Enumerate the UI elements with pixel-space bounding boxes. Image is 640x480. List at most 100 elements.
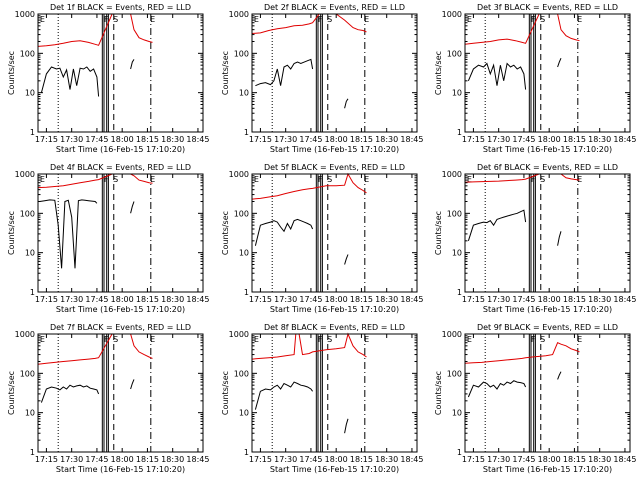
x-tick-label: 18:15 — [563, 295, 586, 304]
flag-label: S — [113, 15, 118, 24]
x-tick-label: 18:15 — [563, 455, 586, 464]
series-line-1 — [255, 58, 314, 87]
y-axis-label: Counts/sec — [434, 371, 443, 415]
flag-label: F — [531, 335, 536, 344]
flag-label: S — [540, 335, 545, 344]
series-line-3 — [344, 254, 349, 265]
x-axis-label: Start Time (16-Feb-15 17:10:20) — [270, 145, 399, 154]
y-tick-label: 1000 — [229, 170, 249, 179]
x-tick-label: 18:00 — [325, 135, 348, 144]
x-tick-label: 18:15 — [350, 295, 373, 304]
panel-title: Det 3f BLACK = Events, RED = LLD — [477, 3, 618, 12]
plot-frame — [464, 13, 631, 133]
plot-frame — [464, 173, 631, 293]
panel-title: Det 8f BLACK = Events, RED = LLD — [264, 323, 405, 332]
flag-label: S — [113, 175, 118, 184]
x-axis-label: Start Time (16-Feb-15 17:10:20) — [270, 465, 399, 474]
x-axis-label: Start Time (16-Feb-15 17:10:20) — [483, 465, 612, 474]
x-tick-label: 18:45 — [613, 295, 636, 304]
x-tick-label: 17:45 — [299, 295, 322, 304]
series-line-3 — [130, 201, 135, 214]
x-axis-label: Start Time (16-Feb-15 17:10:20) — [483, 145, 612, 154]
x-tick-label: 17:15 — [462, 135, 485, 144]
y-tick-label: 1000 — [15, 170, 35, 179]
y-tick-label: 1000 — [15, 10, 35, 19]
flag-label: S — [327, 175, 332, 184]
flag-label: E — [364, 15, 369, 24]
y-tick-label: 100 — [447, 49, 462, 58]
x-tick-label: 17:30 — [274, 135, 297, 144]
y-axis-label: Counts/sec — [7, 211, 16, 255]
y-tick-label: 10 — [239, 249, 249, 258]
x-tick-label: 17:15 — [249, 295, 272, 304]
panel-title: Det 1f BLACK = Events, RED = LLD — [50, 3, 191, 12]
x-tick-label: 17:30 — [274, 295, 297, 304]
y-tick-label: 100 — [20, 209, 35, 218]
y-tick-label: 10 — [239, 89, 249, 98]
x-tick-label: 18:00 — [538, 295, 561, 304]
flag-label: E — [364, 335, 369, 344]
x-axis-label: Start Time (16-Feb-15 17:10:20) — [270, 305, 399, 314]
flag-label: E — [577, 175, 582, 184]
panel-3: Det 3f BLACK = Events, RED = LLD Counts/s… — [434, 3, 636, 154]
panel-6: Det 6f BLACK = Events, RED = LLD Counts/s… — [434, 163, 636, 314]
x-tick-label: 17:30 — [60, 135, 83, 144]
x-tick-label: 18:45 — [186, 295, 209, 304]
x-tick-label: 18:15 — [563, 135, 586, 144]
x-tick-label: 17:45 — [512, 295, 535, 304]
x-tick-label: 18:15 — [350, 455, 373, 464]
panel-2: Det 2f BLACK = Events, RED = LLD Counts/s… — [221, 3, 423, 154]
y-tick-label: 10 — [452, 409, 462, 418]
x-tick-label: 17:30 — [60, 295, 83, 304]
plot-frame — [37, 13, 204, 133]
y-tick-label: 1000 — [229, 330, 249, 339]
y-axis-label: Counts/sec — [221, 211, 230, 255]
flag-label: E — [577, 335, 582, 344]
y-tick-label: 1000 — [229, 10, 249, 19]
series-line-1 — [254, 381, 314, 410]
panel-title: Det 6f BLACK = Events, RED = LLD — [477, 163, 618, 172]
panel-8: Det 8f BLACK = Events, RED = LLD Counts/s… — [221, 323, 423, 474]
x-tick-label: 18:30 — [161, 295, 184, 304]
series-line-2 — [37, 173, 153, 189]
flag-label: E — [150, 15, 155, 24]
y-tick-label: 1 — [30, 128, 35, 137]
plot-frame — [37, 333, 204, 453]
panel-title: Det 9f BLACK = Events, RED = LLD — [477, 323, 618, 332]
y-tick-label: 1000 — [15, 330, 35, 339]
x-tick-label: 18:00 — [325, 455, 348, 464]
x-tick-label: 18:30 — [375, 295, 398, 304]
panel-9: Det 9f BLACK = Events, RED = LLD Counts/s… — [434, 323, 636, 474]
flag-label: S — [327, 335, 332, 344]
flag-label: E — [467, 335, 472, 344]
panel-title: Det 5f BLACK = Events, RED = LLD — [264, 163, 405, 172]
x-tick-label: 17:15 — [462, 295, 485, 304]
series-line-1 — [40, 384, 100, 403]
x-axis-label: Start Time (16-Feb-15 17:10:20) — [56, 465, 185, 474]
series-line-1 — [39, 199, 98, 269]
flag-label: F — [531, 15, 536, 24]
y-tick-label: 10 — [25, 89, 35, 98]
y-axis-label: Counts/sec — [434, 211, 443, 255]
x-tick-label: 18:15 — [350, 135, 373, 144]
x-tick-label: 17:15 — [462, 455, 485, 464]
flag-label: E — [467, 15, 472, 24]
y-tick-label: 100 — [447, 209, 462, 218]
x-tick-label: 18:45 — [400, 295, 423, 304]
y-tick-label: 10 — [452, 89, 462, 98]
series-line-3 — [557, 371, 562, 380]
x-tick-label: 18:30 — [588, 135, 611, 144]
x-tick-label: 18:00 — [325, 295, 348, 304]
x-tick-label: 17:45 — [85, 135, 108, 144]
y-tick-label: 100 — [20, 369, 35, 378]
y-axis-label: Counts/sec — [221, 51, 230, 95]
y-axis-label: Counts/sec — [7, 51, 16, 95]
flag-label: E — [254, 175, 259, 184]
plot-frame — [251, 173, 418, 293]
y-tick-label: 100 — [234, 49, 249, 58]
x-tick-label: 18:45 — [186, 135, 209, 144]
series-line-2 — [464, 342, 580, 364]
y-tick-label: 1 — [244, 288, 249, 297]
y-tick-label: 1 — [30, 288, 35, 297]
